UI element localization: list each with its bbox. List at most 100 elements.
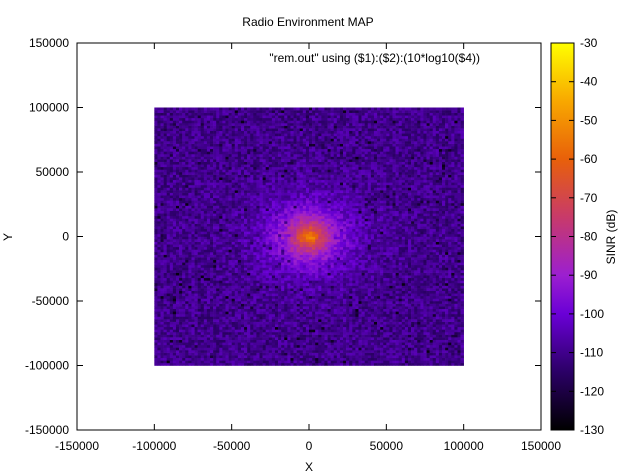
heatmap-cell — [191, 120, 195, 124]
heatmap-cell — [231, 259, 236, 263]
heatmap-cell — [169, 270, 174, 273]
heatmap-cell — [281, 298, 285, 302]
heatmap-cell — [185, 200, 189, 204]
heatmap-cell — [234, 337, 239, 340]
heatmap-cell — [206, 236, 211, 240]
heatmap-cell — [265, 236, 270, 240]
heatmap-cell — [256, 143, 260, 147]
heatmap-cell — [154, 208, 158, 211]
heatmap-cell — [157, 190, 161, 193]
heatmap-cell — [197, 130, 202, 134]
heatmap-cell — [262, 197, 266, 201]
heatmap-cell — [247, 280, 251, 284]
heatmap-cell — [240, 143, 245, 147]
heatmap-cell — [210, 344, 214, 348]
heatmap-cell — [247, 313, 251, 317]
heatmap-cell — [225, 187, 229, 191]
heatmap-cell — [169, 249, 174, 253]
heatmap-cell — [175, 280, 180, 284]
heatmap-cell — [154, 246, 158, 250]
heatmap-cell — [302, 249, 307, 253]
heatmap-cell — [206, 174, 211, 178]
heatmap-cell — [234, 270, 239, 273]
heatmap-cell — [250, 313, 254, 317]
heatmap-cell — [262, 213, 266, 217]
heatmap-cell — [228, 172, 232, 175]
heatmap-cell — [305, 138, 310, 142]
heatmap-cell — [213, 295, 217, 299]
heatmap-cell — [274, 228, 279, 232]
heatmap-cell — [188, 231, 192, 235]
heatmap-cell — [281, 352, 285, 356]
heatmap-cell — [253, 226, 257, 230]
heatmap-cell — [281, 159, 285, 162]
heatmap-cell — [281, 166, 285, 170]
heatmap-cell — [281, 197, 285, 201]
heatmap-cell — [210, 259, 214, 263]
heatmap-cell — [203, 190, 208, 193]
heatmap-cell — [154, 337, 158, 340]
heatmap-cell — [271, 355, 276, 359]
heatmap-cell — [265, 151, 270, 155]
heatmap-cell — [160, 146, 164, 150]
heatmap-cell — [175, 215, 180, 219]
heatmap-cell — [247, 352, 251, 356]
heatmap-cell — [203, 213, 208, 217]
heatmap-cell — [185, 228, 189, 232]
heatmap-cell — [259, 241, 263, 245]
heatmap-cell — [188, 308, 192, 312]
heatmap-cell — [182, 236, 186, 240]
heatmap-cell — [256, 208, 260, 211]
heatmap-cell — [237, 205, 242, 209]
heatmap-cell — [231, 280, 236, 284]
heatmap-cell — [213, 259, 217, 263]
heatmap-cell — [210, 270, 214, 273]
heatmap-cell — [188, 182, 192, 186]
heatmap-cell — [185, 110, 189, 113]
heatmap-cell — [179, 301, 183, 304]
heatmap-cell — [259, 151, 263, 155]
heatmap-cell — [305, 298, 310, 302]
heatmap-cell — [287, 218, 291, 222]
heatmap-cell — [225, 228, 229, 232]
heatmap-cell — [213, 177, 217, 181]
heatmap-cell — [287, 197, 291, 201]
heatmap-cell — [259, 182, 263, 186]
heatmap-cell — [197, 205, 202, 209]
heatmap-cell — [185, 282, 189, 286]
heatmap-cell — [240, 267, 245, 271]
heatmap-cell — [185, 267, 189, 271]
heatmap-cell — [237, 169, 242, 173]
heatmap-cell — [188, 169, 192, 173]
heatmap-cell — [191, 267, 195, 271]
heatmap-cell — [240, 213, 245, 217]
heatmap-cell — [259, 329, 263, 333]
heatmap-cell — [185, 311, 189, 315]
heatmap-cell — [160, 288, 164, 291]
heatmap-cell — [216, 329, 220, 333]
heatmap-cell — [244, 311, 248, 315]
heatmap-cell — [271, 169, 276, 173]
heatmap-cell — [240, 254, 245, 258]
heatmap-cell — [287, 143, 291, 147]
heatmap-cell — [188, 272, 192, 276]
heatmap-cell — [163, 208, 167, 211]
heatmap-cell — [172, 138, 177, 142]
heatmap-cell — [203, 352, 208, 356]
heatmap-cell — [210, 197, 214, 201]
heatmap-cell — [210, 208, 214, 211]
heatmap-cell — [222, 267, 226, 271]
heatmap-cell — [188, 244, 192, 248]
heatmap-cell — [284, 200, 288, 204]
heatmap-cell — [188, 159, 192, 162]
heatmap-cell — [185, 298, 189, 302]
heatmap-cell — [271, 197, 276, 201]
heatmap-cell — [206, 161, 211, 165]
heatmap-cell — [281, 125, 285, 129]
heatmap-cell — [166, 200, 171, 204]
heatmap-cell — [225, 200, 229, 204]
heatmap-cell — [244, 226, 248, 230]
heatmap-cell — [237, 288, 242, 291]
heatmap-cell — [281, 239, 285, 242]
heatmap-cell — [234, 177, 239, 181]
